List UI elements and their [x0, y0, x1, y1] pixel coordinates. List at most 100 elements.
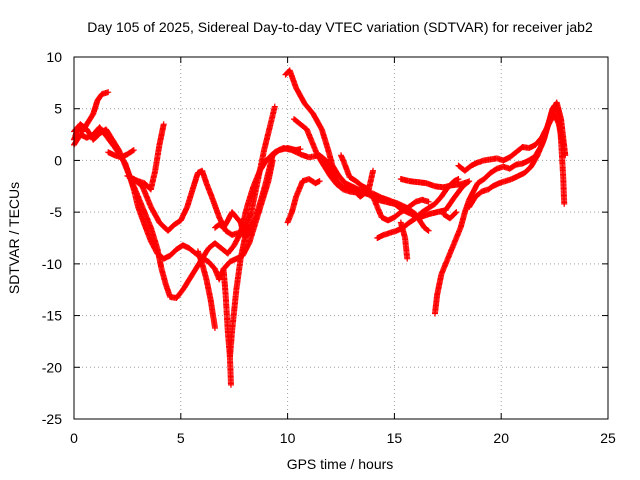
series-track-5	[124, 121, 167, 193]
marker-run	[532, 135, 544, 148]
marker-run	[293, 179, 305, 200]
marker-run	[391, 210, 403, 221]
marker-run	[207, 297, 218, 330]
marker-run	[310, 110, 325, 132]
marker-run	[365, 169, 376, 193]
marker-run	[286, 67, 299, 90]
marker-point	[271, 103, 278, 110]
marker-run	[135, 204, 147, 227]
marker-run	[451, 184, 465, 201]
series-track-17	[397, 219, 411, 262]
marker-run	[184, 184, 197, 210]
marker-run	[267, 105, 278, 128]
marker-run	[109, 136, 122, 152]
plot-data	[71, 67, 569, 388]
series-track-14	[338, 152, 377, 193]
marker-point	[160, 121, 167, 128]
marker-run	[528, 153, 540, 170]
marker-point	[455, 176, 462, 183]
marker-run	[506, 162, 519, 172]
marker-run	[474, 176, 486, 187]
marker-run	[244, 184, 256, 210]
marker-run	[130, 176, 145, 189]
marker-run	[301, 100, 316, 116]
y-tick-label: 0	[54, 152, 62, 168]
y-tick-label: -25	[42, 411, 62, 427]
marker-run	[199, 260, 210, 282]
marker-run	[451, 225, 464, 247]
marker-run	[254, 148, 267, 185]
marker-run	[425, 201, 437, 211]
y-tick-label: -15	[42, 308, 62, 324]
marker-run	[94, 92, 105, 104]
series-track-15	[370, 193, 432, 224]
marker-run	[318, 126, 331, 152]
marker-point	[562, 152, 569, 159]
marker-run	[308, 136, 320, 157]
marker-run	[233, 214, 243, 225]
series-track-22	[466, 99, 569, 210]
marker-run	[560, 172, 568, 206]
y-tick-label: -5	[50, 204, 63, 220]
marker-run	[152, 143, 163, 174]
y-tick-label: -10	[42, 256, 62, 272]
marker-point	[211, 324, 218, 331]
marker-run	[90, 98, 101, 117]
marker-run	[212, 240, 224, 251]
marker-run	[551, 110, 562, 126]
marker-run	[404, 199, 418, 211]
marker-run	[199, 167, 209, 185]
marker-run	[402, 235, 411, 261]
marker-run	[194, 248, 205, 266]
marker-run	[506, 150, 519, 161]
marker-run	[77, 121, 89, 132]
marker-run	[233, 257, 244, 293]
marker-run	[472, 189, 484, 200]
x-axis-label: GPS time / hours	[287, 456, 394, 472]
marker-run	[179, 277, 192, 293]
marker-run	[558, 116, 569, 157]
y-tick-label: -20	[42, 359, 62, 375]
marker-run	[90, 131, 102, 143]
x-tick-label: 0	[70, 430, 78, 446]
marker-point	[464, 179, 471, 186]
marker-point	[404, 255, 411, 262]
y-axis-label: SDTVAR / TECUs	[6, 182, 22, 294]
marker-point	[227, 381, 234, 388]
marker-run	[135, 193, 147, 214]
marker-point	[130, 147, 137, 154]
marker-point	[561, 200, 568, 207]
marker-run	[297, 121, 309, 132]
marker-run	[397, 219, 408, 240]
marker-run	[421, 224, 431, 233]
marker-run	[229, 209, 239, 220]
marker-run	[259, 179, 269, 200]
marker-point	[105, 89, 112, 96]
marker-run	[147, 224, 160, 251]
marker-run	[203, 180, 216, 202]
marker-run	[457, 210, 468, 231]
marker-run	[406, 216, 418, 226]
marker-run	[329, 162, 342, 178]
marker-point	[316, 178, 323, 185]
marker-run	[442, 195, 457, 214]
marker-run	[534, 138, 547, 159]
x-tick-label: 15	[387, 430, 403, 446]
x-tick-label: 25	[600, 430, 616, 446]
marker-run	[190, 171, 201, 190]
marker-run	[203, 276, 214, 302]
marker-run	[461, 163, 474, 174]
marker-run	[165, 222, 177, 234]
marker-run	[487, 166, 499, 176]
series-track-12	[284, 176, 323, 226]
marker-run	[397, 205, 410, 216]
marker-run	[158, 266, 169, 287]
marker-run	[466, 194, 478, 210]
marker-run	[353, 178, 365, 189]
marker-run	[173, 287, 186, 301]
marker-run	[205, 258, 218, 271]
marker-run	[333, 181, 346, 192]
marker-run	[521, 164, 534, 176]
x-tick-label: 5	[177, 430, 185, 446]
